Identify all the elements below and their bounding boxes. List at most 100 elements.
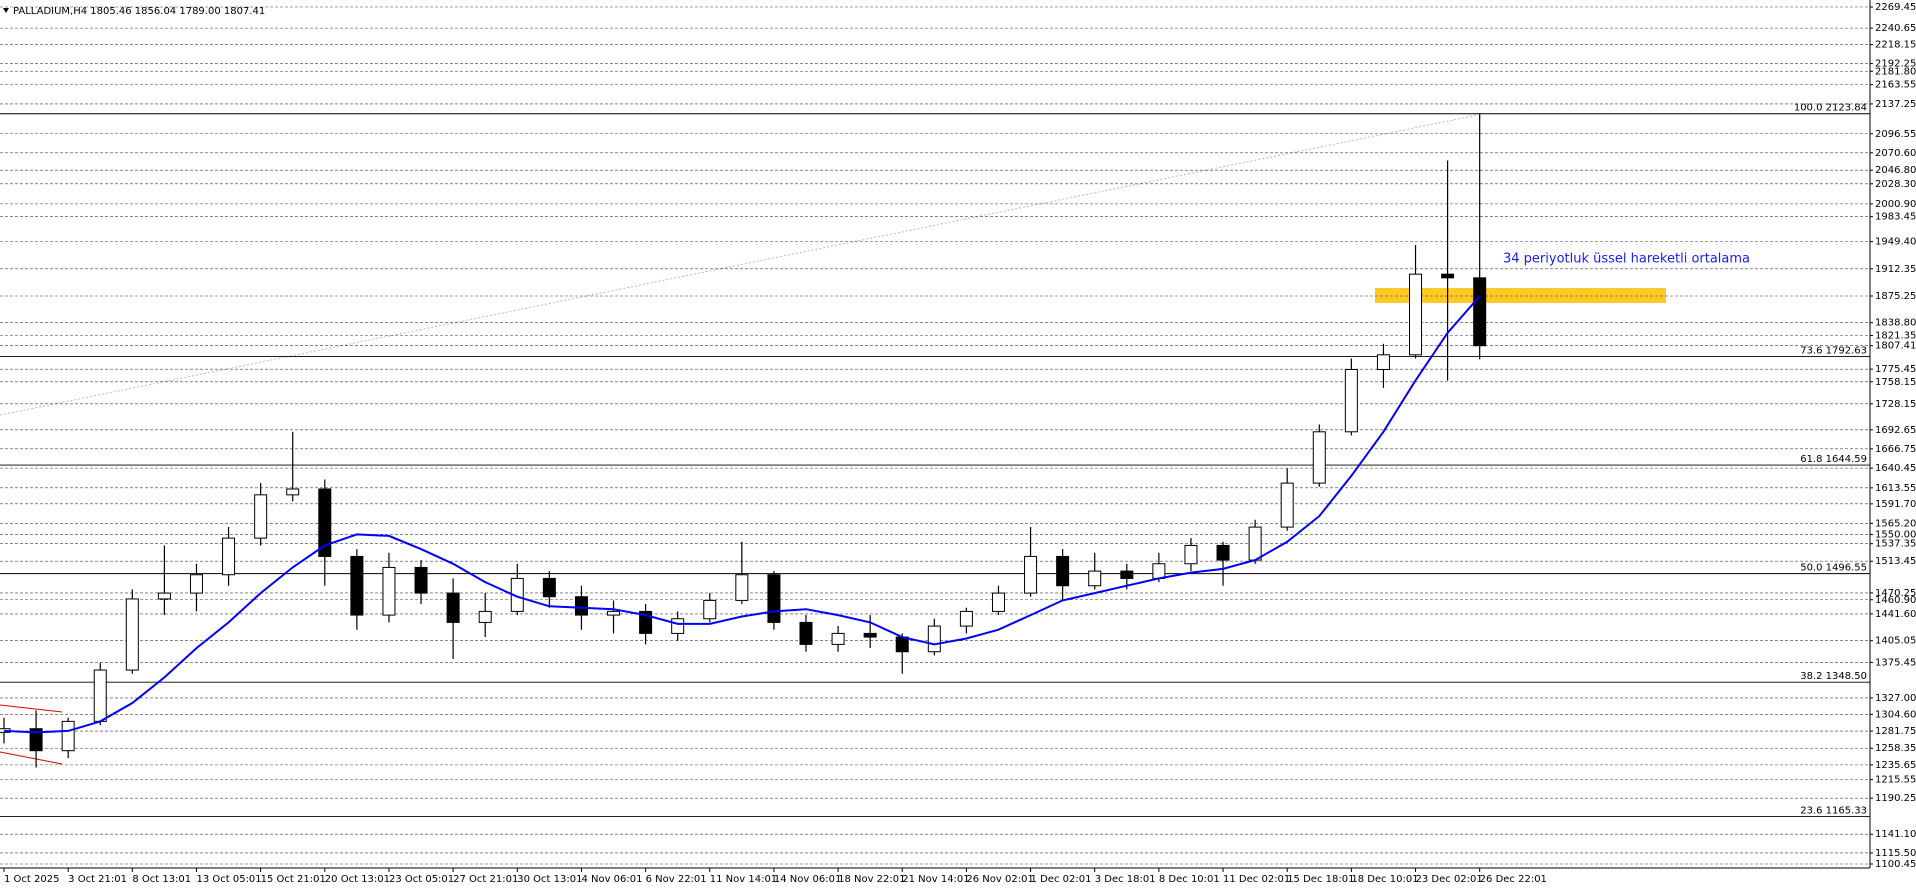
candle-body <box>831 632 845 645</box>
y-tick-label: 1100.45 <box>1875 859 1916 870</box>
candle-body <box>318 488 332 557</box>
candle-body <box>1441 273 1455 279</box>
candle-body <box>1024 555 1038 594</box>
y-tick-label: 1375.45 <box>1875 657 1916 668</box>
candle-body <box>1376 354 1390 370</box>
candle-body <box>1120 570 1134 579</box>
fib-label: 50.0 1496.55 <box>1800 563 1867 574</box>
x-tick-label: 21 Nov 14:01 <box>902 874 969 885</box>
y-tick-label: 2163.55 <box>1875 80 1916 91</box>
y-tick-label: 1613.55 <box>1875 483 1916 494</box>
x-tick-label: 23 Dec 02:01 <box>1416 874 1483 885</box>
y-tick-label: 2181.80 <box>1875 66 1916 77</box>
x-tick-label: 23 Oct 05:01 <box>389 874 454 885</box>
y-tick-label: 1807.41 <box>1875 341 1916 352</box>
y-tick-label: 1775.45 <box>1875 364 1916 375</box>
x-tick-label: 3 Oct 21:01 <box>68 874 127 885</box>
fib-label: 73.6 1792.63 <box>1800 346 1867 357</box>
y-tick-label: 1441.60 <box>1875 609 1916 620</box>
ema-line <box>3 295 1481 734</box>
candle-body <box>1312 431 1326 484</box>
fib-trendline <box>0 114 1479 416</box>
fib-label: 38.2 1348.50 <box>1800 671 1867 682</box>
candle-body <box>222 537 236 576</box>
y-tick-label: 1513.45 <box>1875 556 1916 567</box>
y-tick-label: 1550.00 <box>1875 529 1916 540</box>
y-tick-label: 1405.05 <box>1875 636 1916 647</box>
candle-body <box>157 592 171 600</box>
candle-body <box>991 592 1005 612</box>
x-tick-label: 26 Nov 02:01 <box>966 874 1033 885</box>
channel-line <box>0 751 63 765</box>
candle-body <box>959 610 973 627</box>
candle-body <box>1056 555 1070 587</box>
y-tick-label: 1640.45 <box>1875 463 1916 474</box>
candle-body <box>703 599 717 620</box>
y-tick-label: 1215.55 <box>1875 775 1916 786</box>
channel-line <box>0 704 63 713</box>
fib-label: 100.0 2123.84 <box>1794 103 1867 114</box>
candle-body <box>414 566 428 594</box>
y-tick-label: 1190.25 <box>1875 793 1916 804</box>
y-tick-label: 1838.80 <box>1875 318 1916 329</box>
y-tick-label: 1666.75 <box>1875 444 1916 455</box>
y-tick-label: 1591.70 <box>1875 499 1916 510</box>
y-tick-label: 2240.65 <box>1875 23 1916 34</box>
y-tick-label: 1281.75 <box>1875 726 1916 737</box>
y-tick-label: 1258.35 <box>1875 743 1916 754</box>
x-tick-label: 8 Oct 13:01 <box>132 874 191 885</box>
candle-body <box>607 610 621 616</box>
candle-body <box>286 488 300 496</box>
candle-body <box>1473 277 1487 347</box>
candle-body <box>189 574 203 594</box>
x-tick-label: 15 Oct 21:01 <box>261 874 326 885</box>
candle-body <box>1248 526 1262 561</box>
candle-body <box>671 618 685 634</box>
y-tick-label: 1821.35 <box>1875 331 1916 342</box>
candle-body <box>574 596 588 616</box>
y-tick-label: 2218.15 <box>1875 40 1916 51</box>
x-tick-label: 27 Oct 21:01 <box>453 874 518 885</box>
candle-body <box>1344 368 1358 433</box>
x-tick-label: 4 Nov 06:01 <box>581 874 642 885</box>
y-tick-label: 1537.35 <box>1875 539 1916 550</box>
candle-body <box>446 592 460 623</box>
y-tick-label: 1875.25 <box>1875 291 1916 302</box>
y-tick-label: 1304.60 <box>1875 709 1916 720</box>
candle-body <box>350 555 364 616</box>
y-tick-label: 2096.55 <box>1875 129 1916 140</box>
candle-body <box>1088 570 1102 587</box>
candle-body <box>735 574 749 601</box>
y-tick-label: 1758.15 <box>1875 377 1916 388</box>
x-tick-label: 20 Oct 13:01 <box>325 874 390 885</box>
y-tick-label: 2269.45 <box>1875 2 1916 13</box>
x-tick-label: 1 Dec 02:01 <box>1031 874 1092 885</box>
x-tick-label: 15 Dec 18:01 <box>1287 874 1354 885</box>
x-tick-label: 18 Nov 22:01 <box>838 874 905 885</box>
y-tick-label: 2070.60 <box>1875 148 1916 159</box>
x-tick-label: 11 Dec 02:01 <box>1223 874 1290 885</box>
candle-body <box>863 632 877 638</box>
candle-body <box>382 566 396 616</box>
x-tick-label: 1 Oct 2025 <box>4 874 59 885</box>
candle-body <box>1216 544 1230 561</box>
candle-body <box>1152 563 1166 579</box>
annotation: 34 periyotluk üssel hareketli ortalama <box>1503 252 1750 267</box>
chart-title: PALLADIUM,H4 1805.46 1856.04 1789.00 180… <box>13 6 265 17</box>
x-tick-label: 3 Dec 18:01 <box>1095 874 1156 885</box>
y-tick-label: 1912.35 <box>1875 264 1916 275</box>
y-tick-label: 1235.65 <box>1875 760 1916 771</box>
y-tick-label: 1470.25 <box>1875 588 1916 599</box>
x-tick-label: 18 Dec 10:01 <box>1351 874 1418 885</box>
y-tick-label: 2192.25 <box>1875 59 1916 70</box>
y-tick-label: 2028.30 <box>1875 179 1916 190</box>
x-tick-label: 11 Nov 14:01 <box>710 874 777 885</box>
y-tick-label: 2000.90 <box>1875 199 1916 210</box>
x-tick-label: 14 Nov 06:01 <box>774 874 841 885</box>
menu-arrow <box>3 8 9 13</box>
candle-body <box>542 577 556 598</box>
candle-body <box>93 669 107 722</box>
candle-body <box>895 636 909 653</box>
candle-body <box>927 625 941 653</box>
